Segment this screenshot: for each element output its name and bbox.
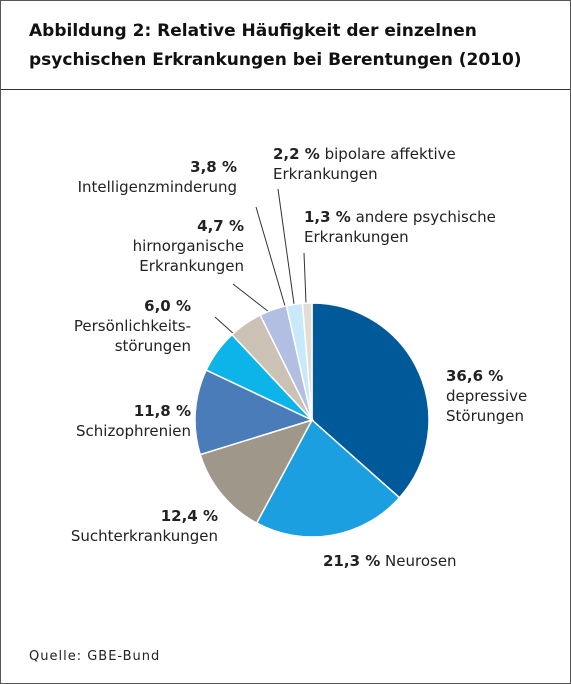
value-label: 6,0 % [144,297,191,315]
pie-slice [199,418,314,525]
slice-label: 36,6 % depressive Störungen [446,366,527,426]
chart-title: Abbildung 2: Relative Häufigkeit der ein… [29,21,522,70]
value-label: 4,7 % [197,217,244,235]
leader-line [255,206,286,307]
category-label: hirnorganische Erkrankungen [132,237,244,275]
slice-label: 3,8 % Intelligenzminderung [78,157,237,197]
leader-line [232,283,270,313]
value-label: 36,6 % [446,367,504,385]
pie-slice [194,369,315,456]
pie-slice [255,418,401,538]
value-label: 12,4 % [160,507,218,525]
source: Quelle: GBE-Bund [29,649,161,664]
category-label: Intelligenzminderung [77,178,237,196]
slice-label: 6,0 % Persönlichkeits- störungen [74,296,191,356]
value-label: 11,8 % [133,402,191,420]
value-label: 1,3 % [304,208,351,226]
leader-line [303,252,307,304]
value-label: 3,8 % [190,158,237,176]
category-label: Suchterkrankungen [70,527,218,545]
slice-label: 12,4 % Suchterkrankungen [71,506,218,546]
slice-label: 1,3 % andere psychische Erkrankungen [304,207,496,247]
pie-slice [301,302,313,421]
slice-label: 4,7 % hirnorganische Erkrankungen [133,216,244,276]
category-label: bipolare affektive Erkrankungen [273,145,456,183]
slice-label: 2,2 % bipolare affektive Erkrankungen [273,144,456,184]
category-label: Neurosen [385,552,457,570]
category-label: Persönlichkeits- störungen [73,317,191,355]
value-label: 21,3 % [323,552,381,570]
title-rule [1,89,570,90]
pie-slice [311,302,430,499]
leader-lines [214,188,307,336]
category-label: depressive Störungen [446,387,528,425]
slice-label: 21,3 % Neurosen [323,551,457,571]
category-label: andere psychische Erkrankungen [304,208,496,246]
value-label: 2,2 % [273,145,320,163]
leader-line [277,188,295,305]
category-label: Schizophrenien [76,422,191,440]
slice-label: 11,8 % Schizophrenien [76,401,191,441]
leader-line [214,316,236,336]
